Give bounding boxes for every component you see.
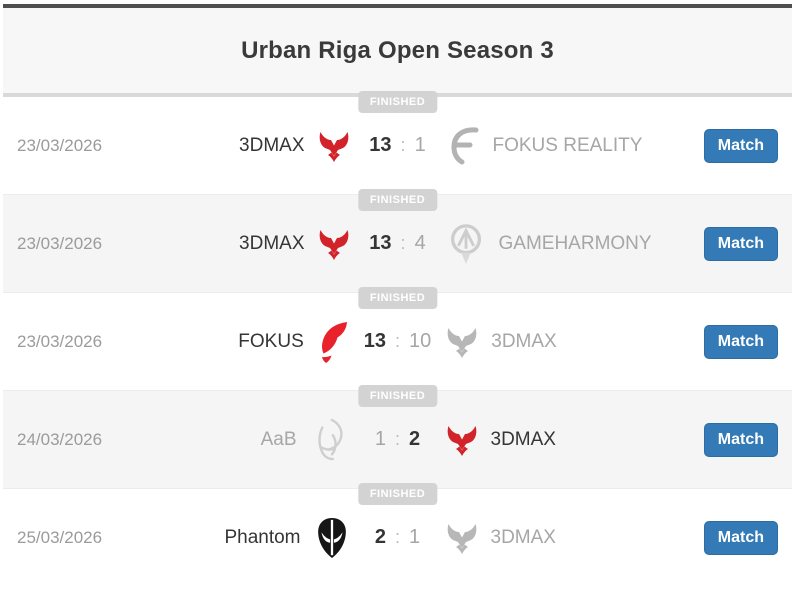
match-row: FINISHED 23/03/2026 3DMAX 13 : 1 FOKUS R… (3, 91, 792, 194)
score-separator: : (394, 527, 400, 547)
tournament-header: Urban Riga Open Season 3 (3, 8, 792, 97)
score: 13 : 4 (365, 232, 431, 255)
score-separator: : (395, 331, 401, 351)
gameharmony-gray-icon (445, 221, 487, 267)
status-badge: FINISHED (357, 385, 438, 407)
match-button[interactable]: Match (703, 422, 778, 457)
team2-name: 3DMAX (490, 428, 556, 450)
score-separator: : (400, 233, 406, 253)
team1-name: FOKUS (238, 330, 304, 352)
match-summary: 3DMAX 13 : 4 GAMEHARMONY (3, 221, 792, 267)
3dmax-devil-gray-icon (445, 520, 479, 556)
team1: AaB (3, 418, 351, 462)
team1-name: 3DMAX (239, 134, 305, 156)
team1: Phantom (3, 517, 351, 559)
score-separator: : (400, 135, 406, 155)
status-badge: FINISHED (357, 483, 438, 505)
team2-name: 3DMAX (490, 526, 556, 548)
score: 13 : 1 (365, 134, 431, 157)
team2: 3DMAX (445, 422, 793, 458)
tournament-title: Urban Riga Open Season 3 (241, 36, 554, 64)
match-row: FINISHED 25/03/2026 Phantom 2 : 1 3DMAX … (3, 483, 792, 586)
team2-name: 3DMAX (491, 330, 557, 352)
fokus-swirl-red-icon (316, 321, 350, 363)
team2-name: FOKUS REALITY (492, 134, 643, 156)
phantom-mask-black-icon (313, 517, 351, 559)
team1-name: Phantom (224, 526, 301, 548)
match-row: FINISHED 23/03/2026 3DMAX 13 : 4 GAMEHAR… (3, 189, 792, 292)
match-row: FINISHED 23/03/2026 FOKUS 13 : 10 3DMAX … (3, 287, 792, 390)
score-team2: 2 (409, 428, 421, 450)
team2: 3DMAX (445, 324, 792, 360)
match-summary: AaB 1 : 2 3DMAX (3, 418, 792, 462)
team2: FOKUS REALITY (445, 126, 793, 166)
match-date: 23/03/2026 (17, 331, 103, 351)
matches-panel: Urban Riga Open Season 3 FINISHED 23/03/… (3, 4, 792, 586)
team2-name: GAMEHARMONY (498, 232, 652, 254)
team1-name: AaB (260, 428, 297, 450)
score-team1: 2 (374, 526, 386, 548)
match-date: 23/03/2026 (17, 233, 103, 253)
score: 1 : 2 (365, 428, 431, 451)
team1: 3DMAX (3, 226, 351, 262)
team2: GAMEHARMONY (445, 221, 793, 267)
status-badge: FINISHED (357, 91, 438, 113)
match-button[interactable]: Match (703, 226, 778, 261)
team2: 3DMAX (445, 520, 793, 556)
match-button[interactable]: Match (703, 128, 778, 163)
match-date: 25/03/2026 (17, 527, 103, 547)
match-date: 23/03/2026 (17, 135, 103, 155)
team1: 3DMAX (3, 128, 351, 164)
score-separator: : (394, 429, 400, 449)
score-team1: 13 (369, 134, 392, 156)
3dmax-devil-gray-icon (445, 324, 479, 360)
score-team1: 13 (369, 232, 392, 254)
match-row: FINISHED 24/03/2026 AaB 1 : 2 3DMAX Matc… (3, 385, 792, 488)
match-summary: Phantom 2 : 1 3DMAX (3, 517, 792, 559)
status-badge: FINISHED (357, 287, 438, 309)
match-summary: 3DMAX 13 : 1 FOKUS REALITY (3, 126, 792, 166)
match-button[interactable]: Match (703, 520, 778, 555)
score-team2: 10 (409, 330, 432, 352)
aab-sketch-gray-icon (309, 418, 351, 462)
match-summary: FOKUS 13 : 10 3DMAX (3, 321, 792, 363)
score-team1: 1 (374, 428, 386, 450)
score-team1: 13 (363, 330, 386, 352)
score-team2: 4 (414, 232, 426, 254)
score-team2: 1 (414, 134, 426, 156)
score: 13 : 10 (364, 330, 432, 353)
status-badge: FINISHED (357, 189, 438, 211)
score-team2: 1 (409, 526, 421, 548)
match-date: 24/03/2026 (17, 429, 103, 449)
3dmax-devil-red-icon (445, 422, 479, 458)
team1-name: 3DMAX (239, 232, 305, 254)
score: 2 : 1 (365, 526, 431, 549)
match-button[interactable]: Match (703, 324, 778, 359)
3dmax-devil-red-icon (317, 226, 351, 262)
team1: FOKUS (3, 321, 350, 363)
fokus-reality-gray-icon (445, 126, 481, 166)
3dmax-devil-red-icon (317, 128, 351, 164)
